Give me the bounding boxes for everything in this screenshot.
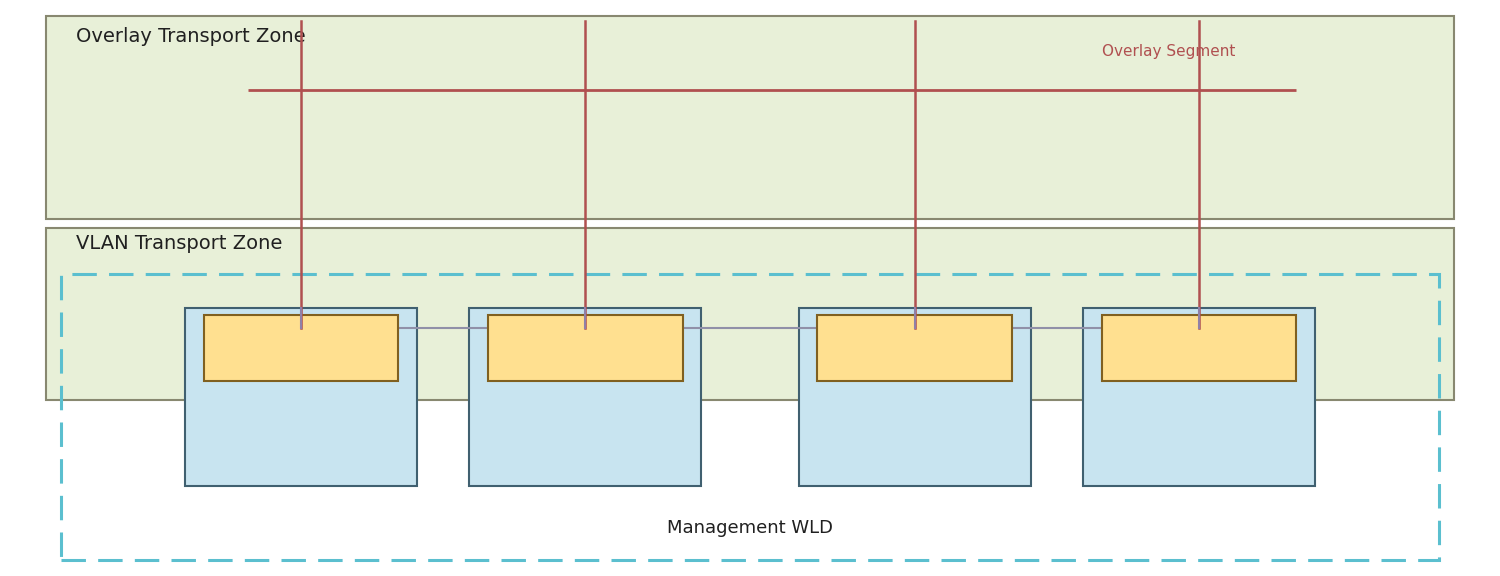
Text: Overlay Segment: Overlay Segment bbox=[1102, 44, 1234, 59]
Text: VLAN Transport Zone: VLAN Transport Zone bbox=[76, 233, 282, 252]
FancyBboxPatch shape bbox=[488, 315, 682, 381]
Text: Host VDS: Host VDS bbox=[266, 340, 336, 355]
FancyBboxPatch shape bbox=[1102, 315, 1296, 381]
Text: Host VDS: Host VDS bbox=[879, 340, 951, 355]
Text: Host VDS: Host VDS bbox=[1164, 340, 1234, 355]
FancyBboxPatch shape bbox=[798, 308, 1030, 486]
Text: ESXi TN-2: ESXi TN-2 bbox=[544, 434, 626, 452]
FancyBboxPatch shape bbox=[46, 228, 1454, 400]
Text: Host VDS: Host VDS bbox=[549, 340, 621, 355]
FancyBboxPatch shape bbox=[1083, 308, 1316, 486]
FancyBboxPatch shape bbox=[46, 16, 1454, 219]
Text: ESXi TN-3: ESXi TN-3 bbox=[874, 434, 956, 452]
Text: ESXi TN-1: ESXi TN-1 bbox=[260, 434, 342, 452]
FancyBboxPatch shape bbox=[204, 315, 398, 381]
FancyBboxPatch shape bbox=[818, 315, 1013, 381]
FancyBboxPatch shape bbox=[184, 308, 417, 486]
Text: Management WLD: Management WLD bbox=[668, 520, 832, 537]
Text: VLAN Segment: VLAN Segment bbox=[1118, 309, 1221, 324]
Text: ESXi TN-4: ESXi TN-4 bbox=[1158, 434, 1240, 452]
Text: Overlay Transport Zone: Overlay Transport Zone bbox=[76, 27, 306, 46]
FancyBboxPatch shape bbox=[470, 308, 702, 486]
